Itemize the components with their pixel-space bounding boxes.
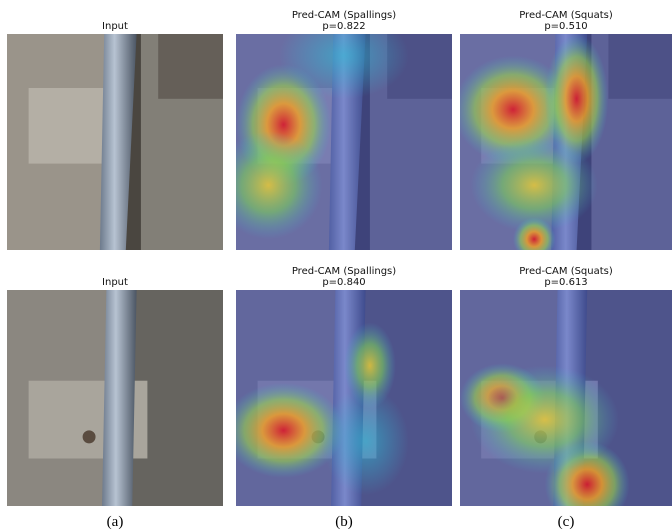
panel-title: Pred-CAM (Spallings) [292, 10, 396, 21]
panel-title: Pred-CAM (Squats) [519, 266, 613, 277]
panel-image [454, 34, 672, 261]
panel: Pred-CAM (Squats)p=0.510 [454, 10, 672, 261]
panel-image [223, 290, 452, 506]
panel: Input [7, 277, 223, 506]
caption: (c) [558, 514, 575, 530]
panel-image [7, 34, 223, 250]
rail [102, 290, 137, 506]
panel: Pred-CAM (Spallings)p=0.840 [223, 266, 452, 506]
panel-subtitle: p=0.840 [322, 277, 365, 288]
panel-image [7, 290, 223, 506]
panel-subtitle: p=0.510 [544, 21, 587, 32]
cam-hotspot [471, 366, 619, 474]
figure: InputPred-CAM (Spallings)p=0.822Pred-CAM… [0, 0, 672, 532]
panel-title: Input [102, 21, 128, 32]
panel-subtitle: p=0.613 [544, 277, 587, 288]
cam-hotspot [322, 387, 408, 495]
bolt [83, 430, 96, 443]
panel-title: Input [102, 277, 128, 288]
tie-plate [29, 88, 111, 164]
panel-title: Pred-CAM (Spallings) [292, 266, 396, 277]
caption: (a) [107, 514, 124, 530]
panel: Pred-CAM (Spallings)p=0.822 [214, 10, 452, 250]
sleeper [158, 34, 223, 99]
panel-title: Pred-CAM (Squats) [519, 10, 613, 21]
panel-subtitle: p=0.822 [322, 21, 365, 32]
panel-image [214, 12, 452, 250]
panel: Pred-CAM (Squats)p=0.613 [460, 266, 672, 528]
caption: (b) [335, 514, 353, 530]
cam-hotspot [214, 131, 322, 239]
page: {"figure": { "rows": [ {"panels": [ {"ti… [0, 0, 672, 532]
panel: Input [7, 21, 223, 250]
panel-image [460, 290, 672, 528]
cam-hotspot [513, 218, 555, 261]
